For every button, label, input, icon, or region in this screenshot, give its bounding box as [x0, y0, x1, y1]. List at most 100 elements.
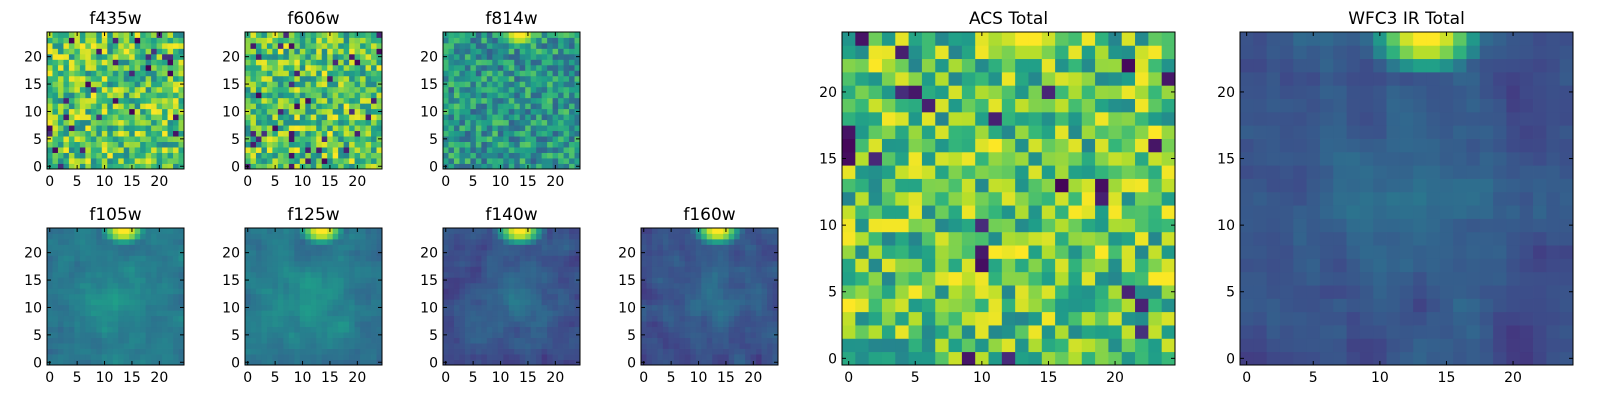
heatmap-cell [728, 343, 735, 349]
heatmap-cell [371, 119, 377, 126]
heatmap-cell [668, 293, 675, 300]
heatmap-cell [881, 231, 896, 246]
heatmap-cell [536, 255, 543, 262]
heatmap-cell [156, 86, 163, 93]
heatmap-cell [706, 244, 713, 251]
heatmap-cell [492, 163, 499, 170]
heatmap-cell [536, 228, 543, 234]
heatmap-cell [245, 158, 251, 164]
heatmap-cell [486, 249, 493, 256]
heatmap-cell [1055, 218, 1069, 233]
heatmap-cell [1148, 205, 1163, 219]
heatmap-cell [657, 249, 664, 256]
heatmap-cell [338, 238, 345, 245]
heatmap-cell [305, 359, 312, 366]
heatmap-cell [261, 32, 268, 38]
heatmap-cell [57, 304, 64, 311]
heatmap-cell [1068, 271, 1083, 286]
heatmap-cell [107, 81, 114, 88]
heatmap-cell [57, 75, 64, 82]
heatmap-cell [552, 337, 559, 344]
heatmap-cell [514, 59, 521, 66]
heatmap-cell [574, 228, 581, 234]
heatmap-cell [371, 70, 377, 77]
heatmap-cell [486, 130, 493, 137]
heatmap-cell [338, 244, 345, 251]
heatmap-cell [52, 354, 59, 360]
heatmap-cell [651, 343, 658, 349]
heatmap-cell [673, 244, 680, 251]
heatmap-cell [123, 103, 130, 110]
heatmap-cell [750, 299, 757, 306]
heatmap-cell [68, 114, 75, 121]
heatmap-cell [316, 343, 323, 349]
y-tick-label: 10 [420, 300, 438, 316]
heatmap-cell [459, 92, 466, 99]
heatmap-cell [376, 64, 383, 71]
heatmap-cell [101, 64, 108, 71]
heatmap-cell [679, 255, 686, 262]
heatmap-cell [761, 326, 768, 333]
heatmap-cell [277, 249, 284, 256]
heatmap-cell [569, 37, 575, 44]
heatmap-cell [536, 75, 543, 82]
heatmap-cell [90, 260, 97, 267]
heatmap-cell [723, 337, 730, 344]
heatmap-cell [772, 282, 779, 289]
heatmap-cell [63, 260, 70, 267]
heatmap-cell [723, 315, 730, 322]
heatmap-cell [52, 255, 59, 262]
heatmap-cell [255, 326, 262, 333]
heatmap-cell [321, 321, 328, 328]
heatmap-cell [453, 348, 460, 355]
heatmap-cell [453, 81, 460, 88]
heatmap-cell [52, 114, 59, 121]
heatmap-cell [756, 266, 762, 273]
heatmap-cell [360, 249, 366, 256]
heatmap-cell [68, 260, 75, 267]
heatmap-cell [497, 260, 504, 267]
heatmap-cell [497, 103, 504, 110]
heatmap-cell [728, 244, 735, 251]
heatmap-cell [118, 97, 125, 104]
heatmap-cell [486, 97, 493, 104]
heatmap-cell [47, 59, 53, 66]
heatmap-cell [63, 59, 70, 66]
heatmap-cell [541, 48, 548, 55]
heatmap-cell [739, 271, 746, 278]
heatmap-cell [651, 315, 658, 322]
heatmap-cell [321, 343, 328, 349]
heatmap-cell [327, 354, 334, 360]
heatmap-cell [1148, 311, 1163, 326]
heatmap-cell [895, 311, 909, 326]
heatmap-cell [327, 70, 334, 77]
heatmap-cell [52, 75, 59, 82]
heatmap-cell [63, 32, 70, 38]
heatmap-cell [310, 163, 317, 170]
heatmap-cell [145, 119, 152, 126]
heatmap-cell [646, 244, 653, 251]
heatmap-cell [459, 255, 466, 262]
heatmap-cell [514, 337, 521, 344]
heatmap-cell [519, 233, 526, 240]
heatmap-cell [530, 255, 537, 262]
heatmap-cell [327, 147, 334, 153]
heatmap-cell [453, 343, 460, 349]
heatmap-cell [536, 147, 543, 153]
heatmap-cell [1148, 298, 1163, 313]
heatmap-cell [470, 332, 477, 338]
heatmap-cell [481, 288, 488, 295]
heatmap-cell [74, 354, 81, 360]
heatmap-cell [156, 255, 163, 262]
heatmap-cell [690, 348, 697, 355]
heatmap-cell [63, 310, 70, 317]
heatmap-cell [453, 288, 460, 295]
heatmap-cell [145, 86, 152, 93]
heatmap-cell [443, 293, 449, 300]
heatmap-cell [123, 288, 130, 295]
heatmap-cell [140, 293, 147, 300]
heatmap-cell [96, 141, 103, 148]
heatmap-cell [497, 125, 504, 132]
heatmap-cell [118, 158, 125, 164]
heatmap-cell [332, 70, 339, 77]
